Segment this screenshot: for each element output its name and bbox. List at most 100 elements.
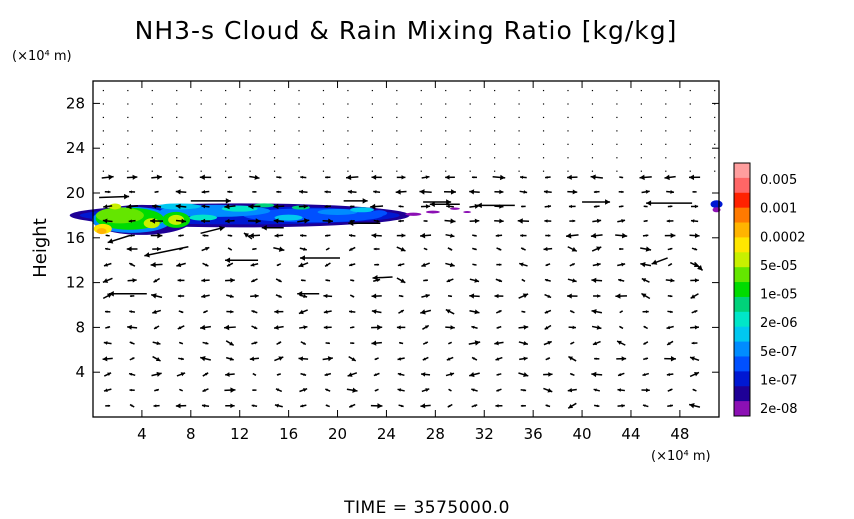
wind-vector-head (566, 232, 572, 239)
wind-vector-head (567, 293, 572, 299)
wind-vector-head (251, 278, 255, 283)
wind-vector-head (303, 247, 307, 251)
wind-vector-head (153, 279, 158, 283)
wind-vector-head (474, 278, 480, 283)
wind-vector-head (567, 387, 573, 393)
grid-dot (445, 157, 447, 159)
wind-vector-head (571, 263, 575, 266)
wind-vector-head (450, 325, 455, 330)
colorbar-swatch (734, 177, 750, 194)
grid-dot (127, 89, 129, 92)
colorbar-label: 2e-08 (760, 402, 798, 417)
wind-vector-head (694, 233, 700, 239)
grid-dot (102, 157, 104, 159)
colorbar-label: 0.0002 (760, 230, 806, 245)
wind-vector-head (670, 278, 675, 283)
grid-dot (567, 170, 569, 172)
grid-dot (298, 130, 300, 132)
grid-dot (371, 143, 373, 145)
wind-vector-head (449, 372, 455, 377)
grid-dot (151, 89, 153, 92)
wind-vector-head (568, 356, 573, 361)
wind-vector-head (376, 263, 380, 266)
grid-dot (225, 170, 227, 172)
wind-vector-head (230, 234, 233, 237)
wind-vector-head (278, 176, 282, 179)
grid-dot (591, 170, 594, 172)
wind-vector-long-head (476, 202, 482, 209)
x-tick-label: 28 (426, 425, 445, 443)
wind-vector-head (156, 341, 161, 346)
wind-vector-head (328, 218, 333, 224)
wind-vector-head (175, 403, 181, 409)
grid-dot (689, 170, 691, 172)
wind-vector-head (543, 246, 548, 252)
wind-vector-head (351, 295, 355, 298)
wind-vector-head (591, 371, 597, 378)
wind-vector-head (621, 232, 628, 239)
wind-vector-head (399, 342, 402, 345)
grid-dot (665, 89, 667, 92)
wind-vector-head (397, 372, 402, 376)
wind-vector-long-head (372, 275, 378, 281)
wind-vector-head (544, 310, 549, 314)
wind-vector-head (474, 340, 481, 346)
wind-vector-head (201, 404, 206, 408)
grid-dot (542, 130, 545, 132)
grid-dot (591, 116, 594, 119)
wind-vector-head (572, 189, 578, 195)
wind-vector-head (496, 373, 499, 376)
wind-vector-head (102, 278, 109, 283)
colorbar-swatch (734, 341, 750, 357)
wind-vector-head (177, 325, 182, 330)
wind-vector-head (154, 326, 158, 329)
cloud-core (96, 228, 107, 235)
grid-dot (616, 170, 618, 172)
grid-dot (249, 89, 251, 92)
wind-vector-head (543, 189, 548, 194)
grid-dot (127, 157, 129, 159)
colorbar-label: 1e-05 (760, 288, 798, 303)
wind-vector-head (349, 310, 353, 314)
wind-vector-head (254, 341, 258, 345)
wind-vector-head (227, 263, 231, 267)
wind-vector-head (349, 233, 353, 238)
grid-dot (689, 157, 691, 159)
wind-vector-head (202, 388, 206, 392)
wind-vector-head (276, 190, 279, 194)
wind-vector-head (230, 309, 234, 314)
wind-vector-head (499, 189, 504, 195)
wind-vector-head (639, 174, 645, 181)
x-tick-label: 4 (137, 425, 147, 443)
wind-vector-head (670, 232, 676, 239)
wind-vector-head (425, 293, 430, 298)
wind-vector-head (230, 387, 236, 393)
wind-vector-head (544, 326, 549, 330)
wind-vector-head (523, 356, 528, 361)
wind-vector-head (352, 342, 355, 345)
grid-dot (371, 89, 373, 92)
grid-dot (518, 143, 520, 145)
wind-vector-head (349, 247, 353, 251)
wind-vector-head (254, 174, 260, 180)
wind-vector-head (300, 404, 304, 408)
wind-vector-head (445, 309, 451, 314)
wind-vector-head (618, 372, 622, 377)
grid-dot (445, 143, 447, 145)
wind-vector-head (324, 372, 328, 377)
colorbar-swatch (734, 326, 750, 343)
wind-vector-head (181, 357, 184, 361)
grid-dot (689, 89, 691, 92)
wind-vector-head (275, 388, 280, 392)
grid-dot (396, 170, 398, 172)
wind-vector-head (590, 232, 597, 239)
x-tick-label: 48 (670, 425, 689, 443)
grid-dot (494, 170, 496, 172)
wind-vector-long-head (225, 198, 231, 204)
wind-vector-long-head (124, 193, 130, 200)
wind-vector-head (547, 340, 552, 345)
colorbar-swatch (734, 163, 750, 179)
wind-vector-head (523, 310, 526, 313)
grid-dot (640, 116, 642, 119)
wind-vector-head (103, 388, 108, 393)
